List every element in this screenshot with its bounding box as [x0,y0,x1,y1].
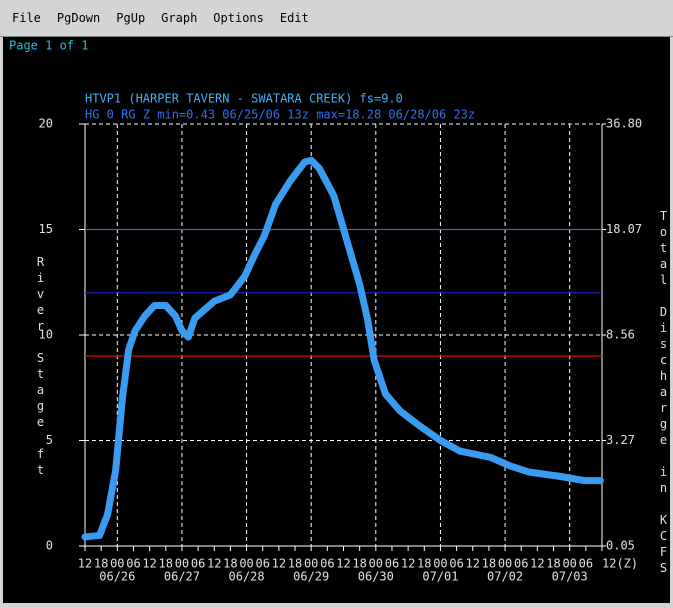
x-tick-label: 18 [288,557,302,571]
x-tick-label: 12 [336,557,350,571]
y-tick-label: 0 [46,539,53,553]
date-label: 07/03 [552,570,588,584]
chart-subtitle: HG 0 RG Z min=0.43 06/25/06 13z max=18.2… [85,108,475,122]
x-tick-label: 12 [78,557,92,571]
x-tick-label: 12 [207,557,221,571]
menu-item[interactable]: Graph [161,11,198,25]
x-tick-label: 06 [449,557,463,571]
y2-tick-label: 18.07 [606,222,642,236]
chart: Page 1 of 1 HTVP1 (HARPER TAVERN - SWATA… [3,37,670,603]
x-tick-label: 18 [223,557,237,571]
x-tick-label: 18 [482,557,496,571]
x-tick-label: 12 [466,557,480,571]
x-tick-label: 00 [175,557,189,571]
x-tick-label: 06 [191,557,205,571]
x-tick-label: 00 [239,557,253,571]
menu-bar: File PgDown PgUp Graph Options Edit [0,0,673,37]
x-tick-label: 00 [433,557,447,571]
x-tick-label: 12(Z) [602,557,638,571]
y-tick-label: 15 [39,222,53,236]
x-tick-label: 18 [94,557,108,571]
date-label: 07/02 [487,570,523,584]
date-label: 06/27 [164,570,200,584]
x-tick-label: 12 [401,557,415,571]
date-label: 06/26 [99,570,135,584]
menu-item[interactable]: File [12,11,41,25]
y2-tick-label: 0.05 [606,539,635,553]
y-tick-label: 5 [46,433,53,447]
x-tick-label: 12 [530,557,544,571]
x-tick-label: 18 [417,557,431,571]
x-tick-label: 06 [126,557,140,571]
x-tick-label: 12 [272,557,286,571]
x-tick-label: 18 [352,557,366,571]
x-tick-label: 06 [579,557,593,571]
y2-tick-label: 8.56 [606,328,635,342]
menu-item[interactable]: Edit [279,11,309,25]
y2-axis-label: Total Discharge in KCFS [657,209,671,577]
menu-item[interactable]: PgDown [56,11,101,25]
y2-tick-label: 36.80 [606,117,642,131]
x-tick-label: 12 [142,557,156,571]
date-label: 06/30 [358,570,394,584]
date-label: 06/29 [293,570,329,584]
menu-item[interactable]: PgUp [116,11,146,25]
x-tick-label: 18 [546,557,560,571]
date-label: 06/28 [229,570,265,584]
x-tick-label: 06 [385,557,399,571]
y-tick-label: 10 [39,328,53,342]
x-tick-label: 00 [562,557,576,571]
chart-title: HTVP1 (HARPER TAVERN - SWATARA CREEK) fs… [85,92,403,106]
x-tick-label: 06 [255,557,269,571]
x-tick-label: 00 [304,557,318,571]
stage-line [81,156,604,541]
y-tick-label: 20 [39,117,53,131]
x-tick-label: 06 [320,557,334,571]
y-axis-label: River Stage ft [34,255,48,479]
x-tick-label: 06 [514,557,528,571]
x-tick-label: 18 [159,557,173,571]
page-label: Page 1 of 1 [9,39,88,53]
y2-tick-label: 3.27 [606,433,635,447]
date-label: 07/01 [422,570,458,584]
x-tick-label: 00 [369,557,383,571]
x-tick-label: 00 [498,557,512,571]
menu-item[interactable]: Options [213,11,264,25]
x-tick-label: 00 [110,557,124,571]
